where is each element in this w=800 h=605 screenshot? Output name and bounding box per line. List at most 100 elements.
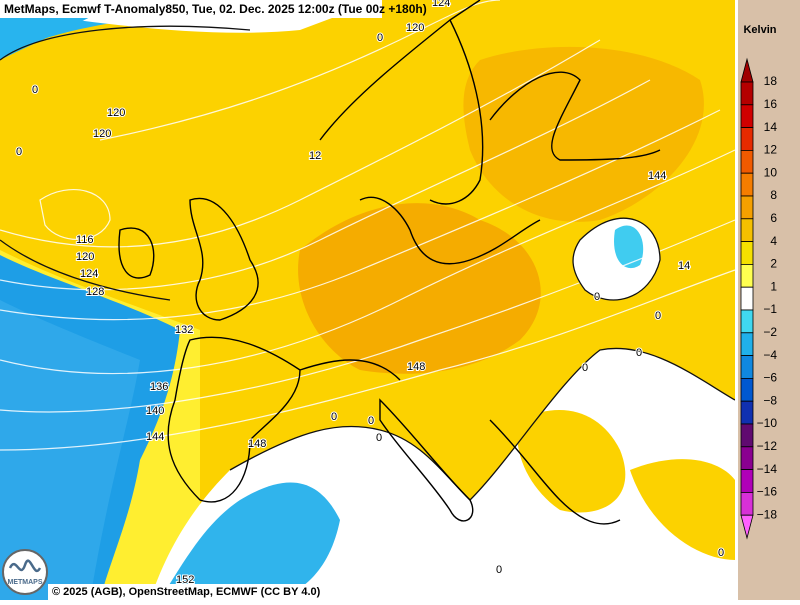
contour-label: 0	[582, 362, 588, 374]
anomaly-area	[630, 459, 735, 560]
anomaly-area	[517, 410, 626, 513]
contour-label: 0	[377, 32, 383, 44]
colorbar-label: 2	[770, 257, 777, 271]
contour-label: 144	[648, 170, 666, 182]
contour-label: 0	[496, 564, 502, 576]
colorbar-segment	[740, 127, 754, 151]
colorbar-segment	[740, 81, 754, 106]
colorbar-segment	[740, 469, 754, 493]
contour-label: 120	[107, 107, 125, 119]
colorbar-segment	[740, 172, 754, 197]
contour-line	[0, 79, 651, 291]
contour-line	[0, 39, 601, 248]
contour-line	[229, 347, 736, 501]
contour-line	[0, 109, 721, 321]
contour-label: 148	[407, 361, 425, 373]
colorbar: 18 16 14 12 10 8 6 4 2 1 −1 −2 −4 −6 −8 −10 −12 −14 −16 −18	[740, 57, 778, 540]
contour-line	[0, 25, 251, 61]
colorbar-segment	[740, 195, 754, 220]
colorbar-label: 4	[770, 234, 777, 248]
contour-line	[39, 189, 111, 240]
contour-label: 0	[376, 432, 382, 444]
colorbar-segment	[740, 218, 754, 243]
contour-label: 140	[146, 405, 164, 417]
colorbar-label: 16	[764, 97, 778, 111]
contour-label: 124	[80, 268, 98, 280]
contour-label: 136	[150, 381, 168, 393]
contour-label: 120	[93, 128, 111, 140]
colorbar-segment	[740, 332, 754, 356]
colorbar-label: −2	[763, 325, 777, 339]
colorbar-segment	[740, 149, 754, 174]
logo-icon	[8, 559, 42, 572]
colorbar-label: 6	[770, 211, 777, 225]
contour-label: 0	[718, 547, 724, 559]
colorbar-label: −1	[763, 302, 777, 316]
contour-label: 0	[594, 291, 600, 303]
attribution-box	[48, 584, 344, 600]
logo-text: METMAPS	[8, 579, 43, 586]
anomaly-area	[0, 300, 140, 600]
contour-line	[0, 239, 171, 301]
contour-label: 116	[76, 234, 94, 246]
contour-label: 128	[86, 286, 104, 298]
anomaly-area	[463, 46, 704, 222]
contour-label: 0	[368, 415, 374, 427]
colorbar-segment	[740, 491, 754, 516]
coastline	[118, 197, 259, 321]
contour-line	[572, 217, 661, 301]
colorbar-segment	[740, 514, 754, 540]
colorbar-segment	[740, 423, 754, 448]
contour-label: 0	[636, 347, 642, 359]
contour-label: 0	[655, 310, 661, 322]
colorbar-label: −6	[763, 371, 777, 385]
map-title: MetMaps, Ecmwf T-Anomaly850, Tue, 02. De…	[4, 2, 427, 16]
colorbar-label: −12	[757, 439, 778, 453]
contour-label: 0	[16, 146, 22, 158]
legend-divider	[735, 0, 738, 600]
legend-title: Kelvin	[743, 24, 776, 36]
colorbar-label: 10	[764, 165, 778, 179]
colorbar-label: −8	[763, 393, 777, 407]
colorbar-label: 14	[764, 120, 778, 134]
contour-label: 132	[175, 324, 193, 336]
contour-line	[0, 149, 736, 375]
colorbar-segment	[740, 400, 754, 425]
contour-line	[0, 219, 736, 413]
colorbar-label: 8	[770, 188, 777, 202]
title-box	[0, 0, 382, 18]
colorbar-label: −4	[763, 348, 777, 362]
colorbar-label: −18	[757, 507, 778, 521]
colorbar-segment	[740, 377, 754, 402]
anomaly-area	[160, 482, 340, 600]
colorbar-label: 1	[770, 279, 777, 293]
contour-label: 152	[176, 574, 194, 586]
colorbar-segment	[740, 104, 754, 129]
colorbar-segment	[740, 286, 754, 311]
colorbar-segment	[740, 355, 754, 379]
coastline	[319, 0, 661, 205]
anomaly-area	[614, 225, 644, 269]
colorbar-segment	[740, 241, 754, 265]
colorbar-label: −14	[757, 462, 778, 476]
contour-label: 12	[309, 150, 321, 162]
coastline	[359, 196, 541, 265]
colorbar-label: 12	[764, 143, 778, 157]
contour-label: 14	[678, 260, 690, 272]
contour-label: 148	[248, 438, 266, 450]
contour-label: 120	[406, 22, 424, 34]
colorbar-segment	[740, 309, 754, 334]
colorbar-label: 18	[764, 74, 778, 88]
colorbar-label: −10	[757, 416, 778, 430]
logo	[2, 549, 48, 595]
colorbar-segment	[740, 263, 754, 288]
attribution: © 2025 (AGB), OpenStreetMap, ECMWF (CC B…	[52, 586, 321, 598]
coastline	[299, 359, 621, 525]
contour-label: 0	[331, 411, 337, 423]
contour-label: 120	[76, 251, 94, 263]
coastline	[167, 336, 301, 503]
contour-line	[0, 269, 736, 451]
colorbar-label: −16	[757, 485, 778, 499]
anomaly-area	[298, 203, 541, 374]
